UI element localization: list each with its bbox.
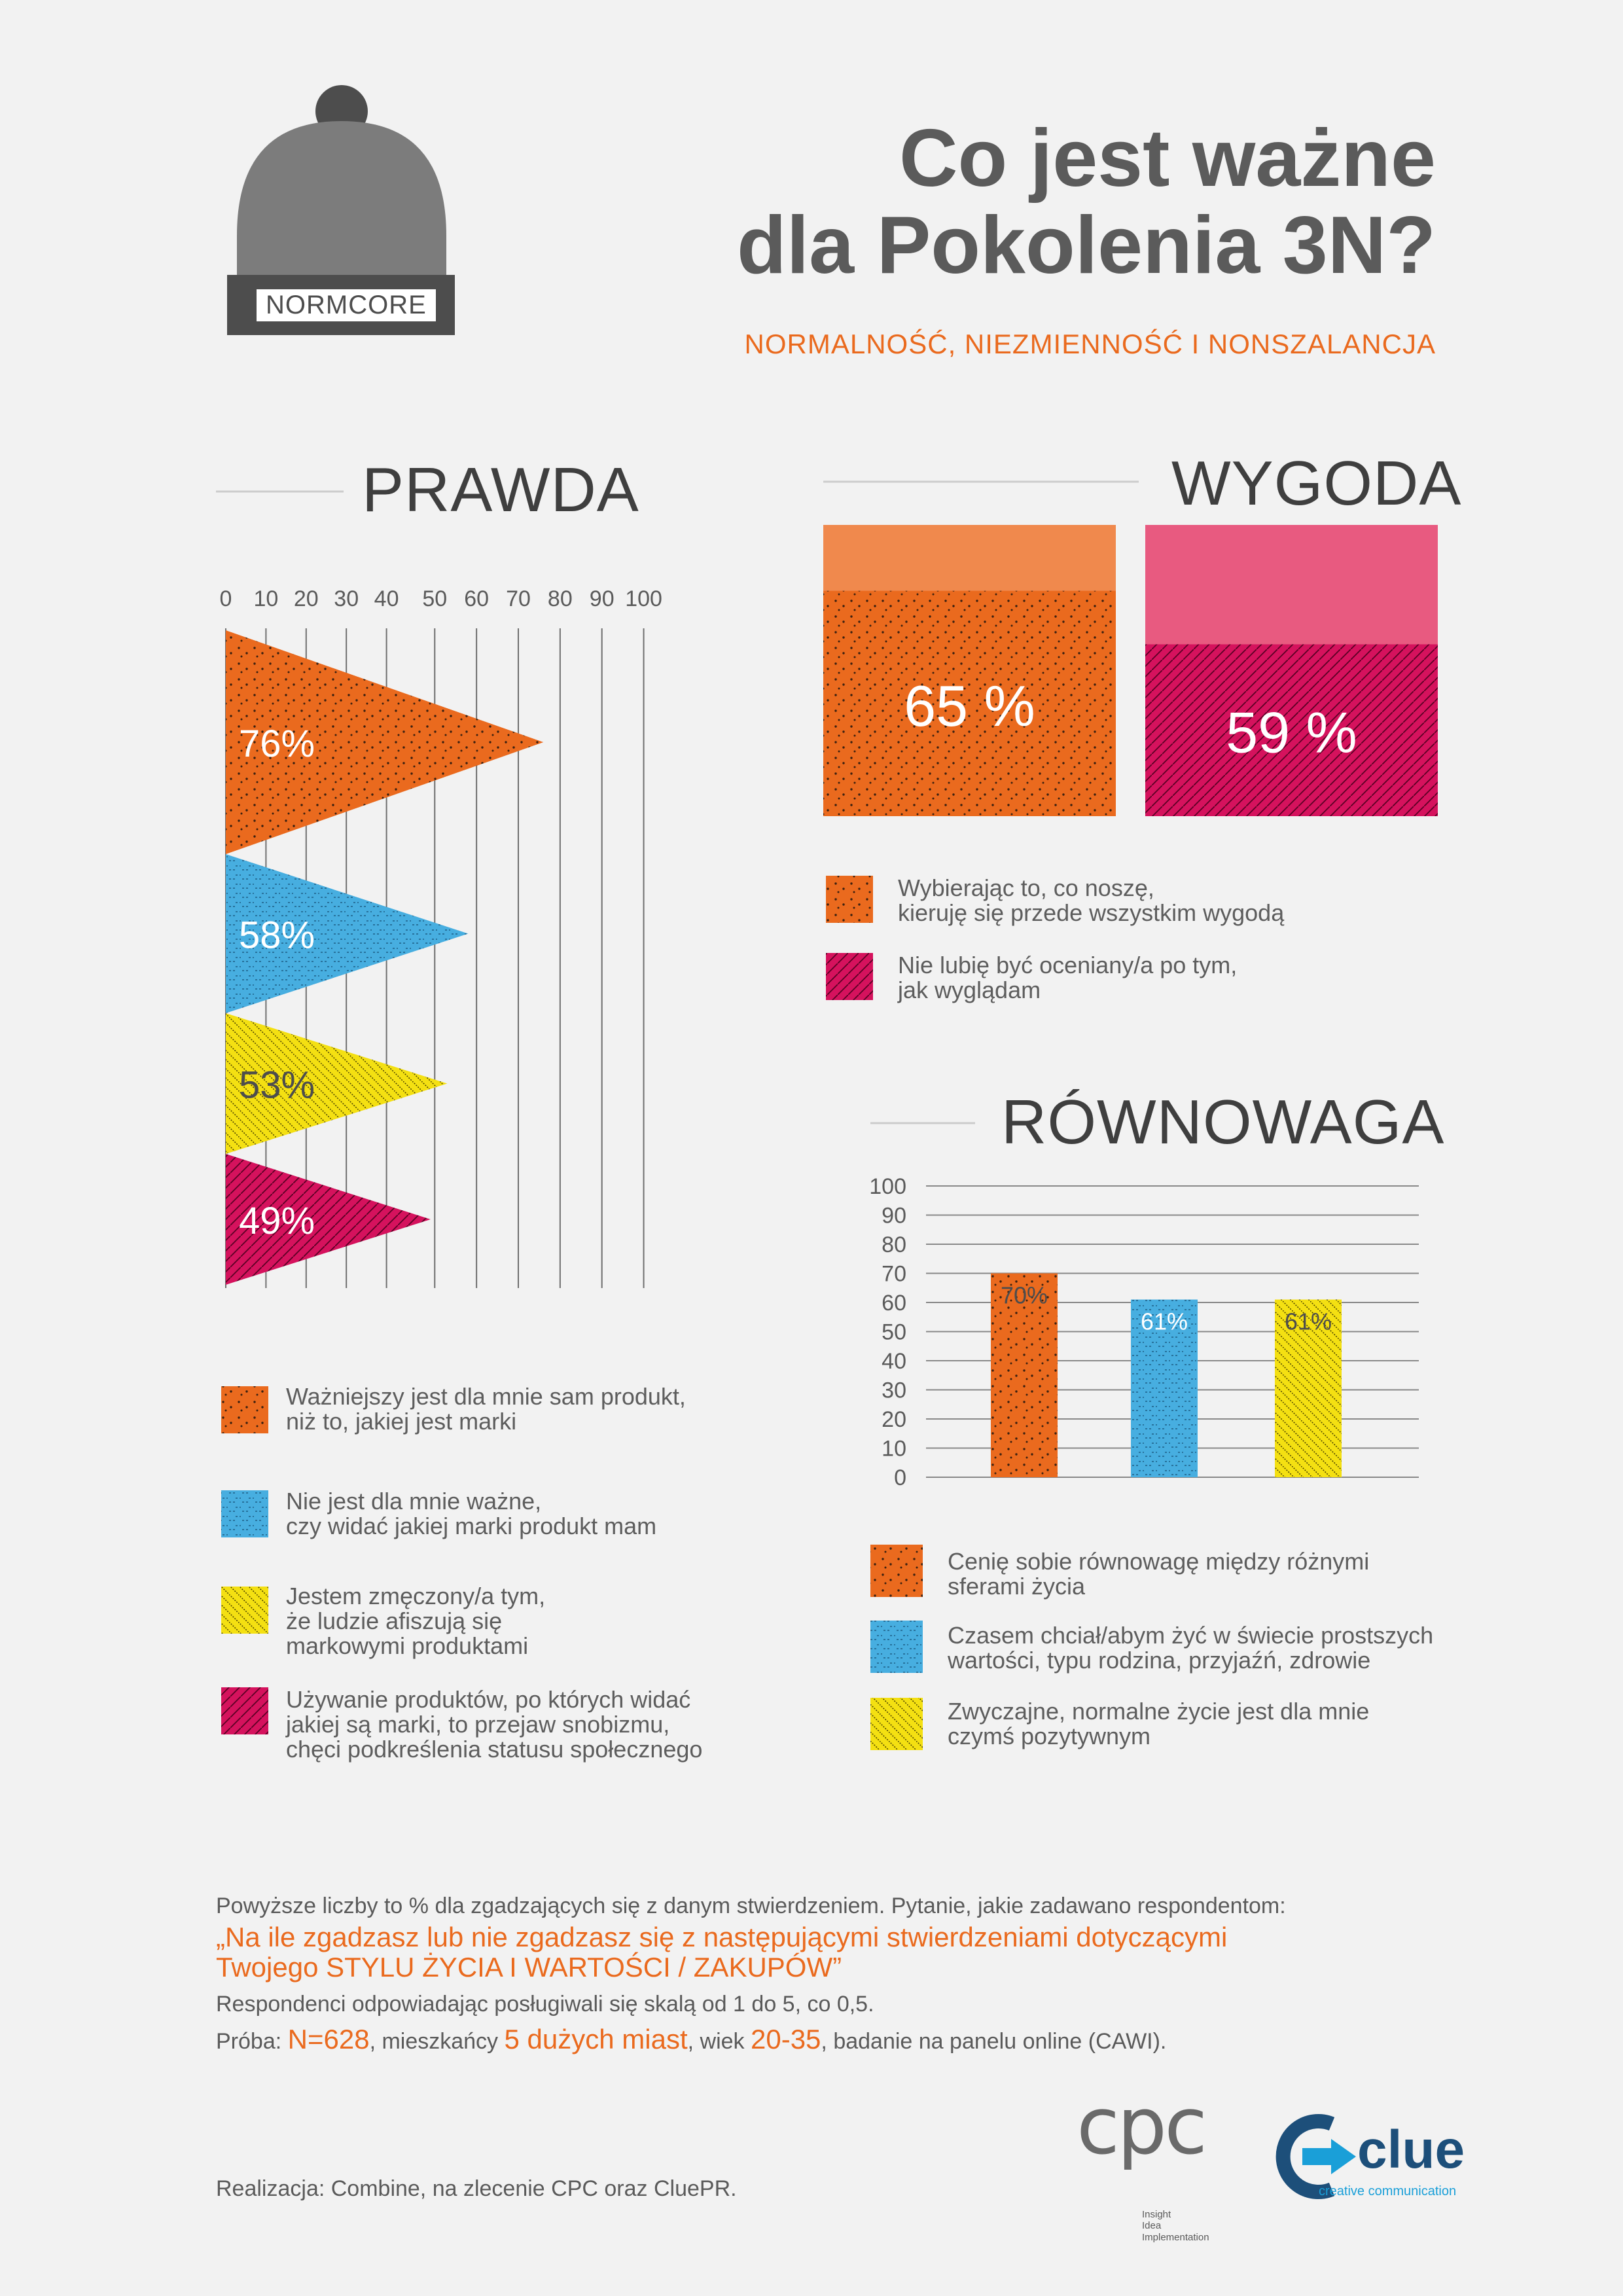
footer-scale: Respondenci odpowiadając posługiwali się… — [216, 1992, 874, 2017]
prawda-title: PRAWDA — [362, 455, 639, 525]
prawda-tick-label: 10 — [253, 586, 278, 611]
rownowaga-bars: 70% 61% 61% — [991, 1273, 1342, 1477]
rownowaga-tick-label: 60 — [882, 1291, 906, 1316]
rownowaga-legend-1: Cenię sobie równowagę między różnymi sfe… — [948, 1548, 1370, 1600]
rownowaga-tick-label: 30 — [882, 1378, 906, 1403]
prawda-tick-label: 100 — [625, 586, 662, 611]
prawda-legend-1: Ważniejszy jest dla mnie sam produkt, ni… — [286, 1383, 686, 1435]
page-title: Co jest ważne dla Pokolenia 3N? — [737, 115, 1436, 289]
rownowaga-tick-label: 40 — [882, 1349, 906, 1374]
rownowaga-bar — [1275, 1299, 1342, 1477]
rownowaga-tick-label: 90 — [882, 1204, 906, 1229]
rownowaga-tick-label: 0 — [894, 1465, 906, 1490]
sample-age: 20-35 — [751, 2024, 821, 2054]
prawda-data-label: 58% — [239, 914, 315, 957]
rownowaga-data-label: 70% — [1001, 1282, 1048, 1309]
cpc-logo: cpc — [1077, 2081, 1207, 2172]
prawda-ticks: 0 10 20 30 40 50 60 70 80 90 100 — [220, 586, 662, 611]
clue-tagline: creative communication — [1319, 2184, 1457, 2198]
rownowaga-legend-3: Zwyczajne, normalne życie jest dla mnie … — [948, 1698, 1370, 1749]
hat-crown — [237, 121, 446, 275]
rownowaga-tick-label: 20 — [882, 1407, 906, 1432]
rownowaga-tick-label: 100 — [869, 1174, 906, 1199]
prawda-legend-3: Jestem zmęczony/a tym, że ludzie afiszuj… — [286, 1583, 546, 1659]
prawda-bars: 76% 58% 53% 49% — [226, 630, 544, 1285]
rownowaga-data-label: 61% — [1141, 1308, 1188, 1335]
clue-logo: clue — [1357, 2120, 1465, 2179]
prawda-tick-label: 90 — [590, 586, 615, 611]
wygoda-bars: 65 % 59 % — [823, 525, 1438, 816]
prawda-bar — [226, 1154, 431, 1285]
rownowaga-data-label: 61% — [1285, 1308, 1332, 1335]
prawda-tick-label: 50 — [422, 586, 447, 611]
rownowaga-tick-label: 50 — [882, 1320, 906, 1345]
legend-swatch — [221, 1386, 268, 1433]
wygoda-data-label: 59 % — [1226, 700, 1357, 765]
rownowaga-bar — [1131, 1299, 1198, 1477]
hat-label: NORMCORE — [257, 289, 436, 321]
cpc-tagline: Insight Idea Implementation — [1142, 2209, 1209, 2243]
sample-prefix: Próba: — [216, 2029, 288, 2054]
cpc-tag-idea: Idea — [1142, 2220, 1162, 2232]
footer-quote-line2: Twojego STYLU ŻYCIA I WARTOŚCI / ZAKUPÓW… — [216, 1952, 842, 1983]
footer-quote-line1: „Na ile zgadzasz lub nie zgadzasz się z … — [216, 1922, 1228, 1952]
prawda-chart: 0 10 20 30 40 50 60 70 80 90 100 76% 58% 53% 49% — [216, 490, 662, 1288]
wygoda-chart: 65 % 59 % — [823, 480, 1438, 816]
legend-swatch — [870, 1698, 923, 1750]
wygoda-title: WYGODA — [1171, 448, 1462, 518]
legend-swatch — [826, 953, 873, 1000]
prawda-tick-label: 30 — [334, 586, 359, 611]
wygoda-bar — [823, 590, 1116, 816]
prawda-tick-label: 20 — [294, 586, 319, 611]
page-subtitle: NORMALNOŚĆ, NIEZMIENNOŚĆ I NONSZALANCJA — [744, 329, 1436, 359]
wygoda-bar — [1145, 644, 1438, 816]
rownowaga-tick-label: 10 — [882, 1437, 906, 1462]
prawda-bar — [226, 1013, 448, 1154]
legend-swatch — [221, 1687, 268, 1734]
hat-illustration — [227, 85, 455, 335]
rownowaga-title: RÓWNOWAGA — [1001, 1087, 1445, 1157]
sample-suffix: , badanie na panelu online (CAWI). — [821, 2029, 1167, 2054]
legend-swatch — [870, 1545, 923, 1597]
legend-swatch — [870, 1621, 923, 1673]
prawda-data-label: 53% — [239, 1064, 315, 1107]
legend-swatches — [221, 876, 923, 1750]
prawda-data-label: 49% — [239, 1200, 315, 1242]
sample-cities: 5 dużych miast — [504, 2024, 688, 2054]
cpc-tag-implementation: Implementation — [1142, 2231, 1209, 2243]
wygoda-data-label: 65 % — [904, 673, 1035, 738]
prawda-data-label: 76% — [239, 723, 315, 765]
sample-mid2: , wiek — [687, 2029, 751, 2054]
footer-quote: „Na ile zgadzasz lub nie zgadzasz się z … — [216, 1922, 1227, 1982]
rownowaga-tick-label: 80 — [882, 1232, 906, 1257]
rownowaga-legend-2: Czasem chciał/abym żyć w świecie prostsz… — [948, 1622, 1434, 1674]
arrow-c-icon — [1275, 2114, 1356, 2199]
prawda-tick-label: 70 — [506, 586, 531, 611]
page-title-line2: dla Pokolenia 3N? — [736, 200, 1436, 291]
footer-sample: Próba: N=628, mieszkańcy 5 dużych miast,… — [216, 2024, 1166, 2055]
legend-swatch — [221, 1490, 268, 1537]
prawda-bar — [226, 630, 544, 854]
sample-n: N=628 — [287, 2024, 370, 2054]
footer-credits: Realizacja: Combine, na zlecenie CPC ora… — [216, 2176, 737, 2201]
prawda-bar — [226, 854, 469, 1013]
cpc-tag-insight: Insight — [1142, 2209, 1171, 2220]
rownowaga-bar — [991, 1273, 1058, 1477]
page-title-line1: Co jest ważne — [899, 113, 1436, 204]
legend-swatch — [826, 876, 873, 923]
wygoda-legend-2: Nie lubię być oceniany/a po tym, jak wyg… — [898, 952, 1238, 1003]
sample-mid1: , mieszkańcy — [369, 2029, 505, 2054]
prawda-legend-4: Używanie produktów, po których widać jak… — [286, 1686, 703, 1763]
rownowaga-tick-label: 70 — [882, 1262, 906, 1287]
prawda-tick-label: 40 — [374, 586, 399, 611]
prawda-legend-2: Nie jest dla mnie ważne, czy widać jakie… — [286, 1488, 657, 1539]
wygoda-legend-1: Wybierając to, co noszę, kieruję się prz… — [898, 874, 1285, 926]
prawda-tick-label: 80 — [548, 586, 573, 611]
footer-note: Powyższe liczby to % dla zgadzających si… — [216, 1893, 1286, 1918]
legend-swatch — [221, 1587, 268, 1634]
prawda-tick-label: 60 — [464, 586, 489, 611]
prawda-tick-label: 0 — [220, 586, 232, 611]
